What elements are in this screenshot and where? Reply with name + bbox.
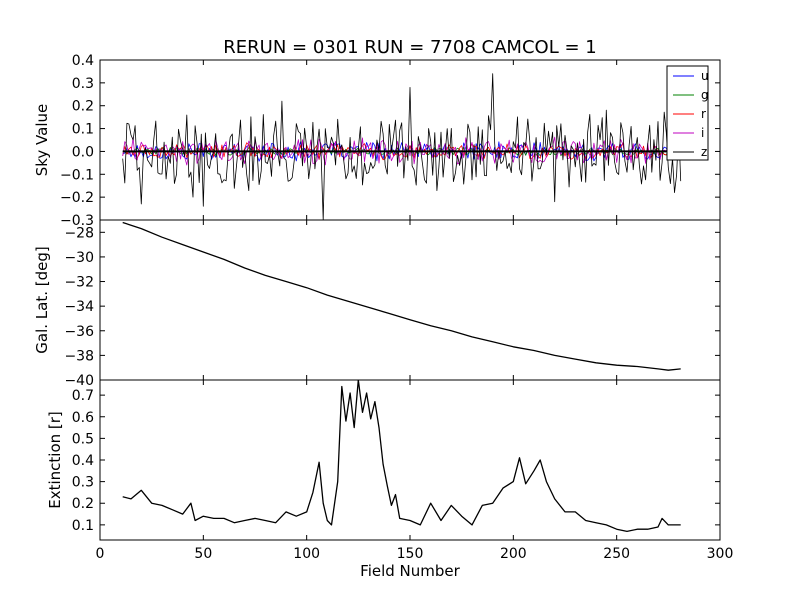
- x-tick-label: 100: [293, 546, 320, 562]
- legend-label-r: r: [701, 107, 706, 121]
- y-tick-label-sky: 0.2: [72, 99, 94, 115]
- legend-label-u: u: [701, 69, 709, 83]
- y-tick-label-ext: 0.1: [72, 518, 94, 534]
- y-tick-label-lat: −28: [64, 225, 94, 241]
- legend-label-i: i: [701, 126, 704, 140]
- y-tick-label-lat: −34: [64, 299, 94, 315]
- y-tick-label-ext: 0.6: [72, 410, 94, 426]
- x-tick-label: 300: [707, 546, 734, 562]
- legend-box: [666, 65, 709, 161]
- y-tick-label-ext: 0.2: [72, 496, 94, 512]
- panel-ext: 0.1 0.2 0.3 0.4 0.5 0.6 0.7 Extinction [r]: [46, 379, 721, 541]
- panel-traces: [122, 221, 681, 371]
- y-tick-label-sky: 0.1: [72, 122, 94, 138]
- x-tick-label: 200: [500, 546, 527, 562]
- series-line-ext-extinction-r-: [122, 380, 681, 533]
- y-tick-label-lat: −32: [64, 275, 94, 291]
- y-tick-label-sky: −0.2: [60, 190, 94, 206]
- panel-lat: −28 −30 −32 −34 −36 −38 −40 Gal. Lat. [deg]: [33, 219, 721, 389]
- legend-label-z: z: [701, 145, 707, 159]
- y-tick-label-lat: −40: [64, 373, 94, 389]
- y-tick-label-ext: 0.7: [72, 388, 94, 404]
- y-tick-label-sky: 0.3: [72, 76, 94, 92]
- panel-traces: [122, 73, 682, 220]
- legend-label-g: g: [701, 88, 709, 102]
- panel-traces: [122, 380, 681, 533]
- y-axis-label-sky: Sky Value: [33, 104, 51, 177]
- y-tick-label-ext: 0.5: [72, 431, 94, 447]
- series-line-sky-z: [122, 73, 682, 220]
- chart-title: RERUN = 0301 RUN = 7708 CAMCOL = 1: [223, 37, 596, 58]
- x-tick-label: 50: [194, 546, 212, 562]
- x-tick-label: 0: [96, 546, 105, 562]
- y-tick-label-sky: 0.0: [72, 144, 94, 160]
- x-tick-label: 150: [397, 546, 424, 562]
- plot-layer: −0.3 −0.2 −0.1 0.0 0.1 0.2 0.3 0.4 Sky Value ugri…: [33, 53, 733, 562]
- x-axis-label: Field Number: [360, 562, 460, 580]
- x-tick-label: 250: [603, 546, 630, 562]
- series-line-sky-u: [122, 141, 682, 162]
- y-tick-label-ext: 0.4: [72, 453, 94, 469]
- y-tick-label-sky: −0.1: [60, 167, 94, 183]
- y-tick-label-sky: −0.3: [60, 213, 94, 229]
- y-tick-label-lat: −30: [64, 250, 94, 266]
- y-tick-label-ext: 0.3: [72, 475, 94, 491]
- y-axis-label-ext: Extinction [r]: [46, 411, 64, 509]
- y-tick-label-lat: −36: [64, 324, 94, 340]
- y-axis-label-lat: Gal. Lat. [deg]: [33, 246, 51, 353]
- y-tick-label-sky: 0.4: [72, 53, 94, 69]
- series-line-lat-gal-lat-: [122, 221, 681, 371]
- y-tick-label-lat: −38: [64, 348, 94, 364]
